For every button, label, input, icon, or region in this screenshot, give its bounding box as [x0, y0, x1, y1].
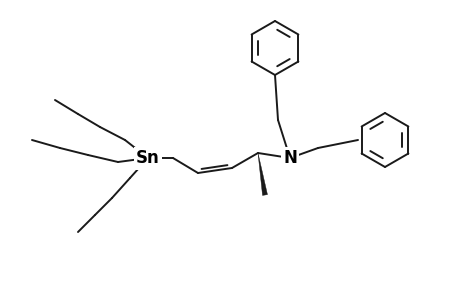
- Text: N: N: [282, 149, 297, 167]
- Polygon shape: [257, 153, 267, 195]
- Text: Sn: Sn: [136, 149, 160, 167]
